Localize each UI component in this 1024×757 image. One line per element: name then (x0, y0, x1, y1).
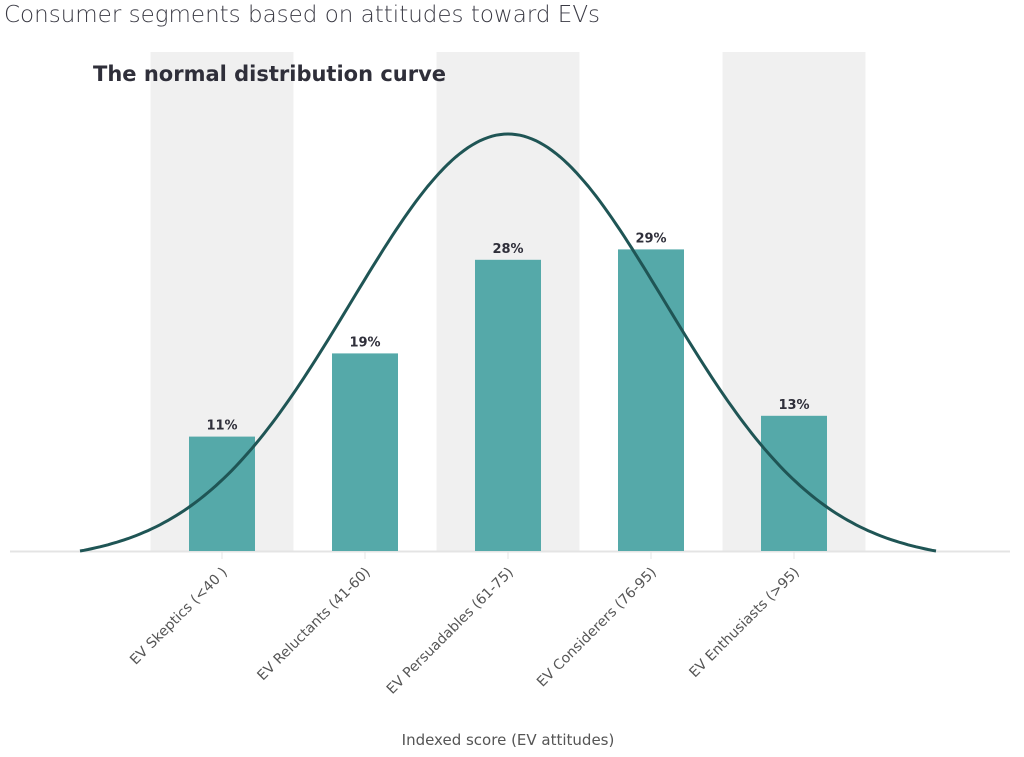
normal-distribution-curve (79, 132, 937, 553)
data-label: 29% (635, 231, 666, 246)
bar (475, 259, 541, 551)
x-axis-title: Indexed score (EV attitudes) (402, 731, 615, 749)
data-label: 11% (206, 419, 237, 434)
bar (189, 436, 255, 551)
x-tick-label: EV Reluctants (41-60) (254, 565, 373, 684)
chart-subtitle: The normal distribution curve (93, 62, 446, 86)
bar (332, 353, 398, 551)
x-tick-label: EV Persuadables (61-75) (384, 565, 517, 698)
bar (618, 249, 684, 551)
x-tick-label: EV Skeptics (<40 ) (127, 565, 231, 669)
bar (761, 415, 827, 551)
chart-title: Consumer segments based on attitudes tow… (4, 2, 601, 28)
data-label: 19% (349, 335, 380, 350)
x-tick-label: EV Considerers (76-95) (534, 565, 660, 691)
data-label: 28% (492, 242, 523, 257)
x-tick-label: EV Enthusiasts (>95) (686, 565, 802, 681)
data-label: 13% (778, 398, 809, 413)
